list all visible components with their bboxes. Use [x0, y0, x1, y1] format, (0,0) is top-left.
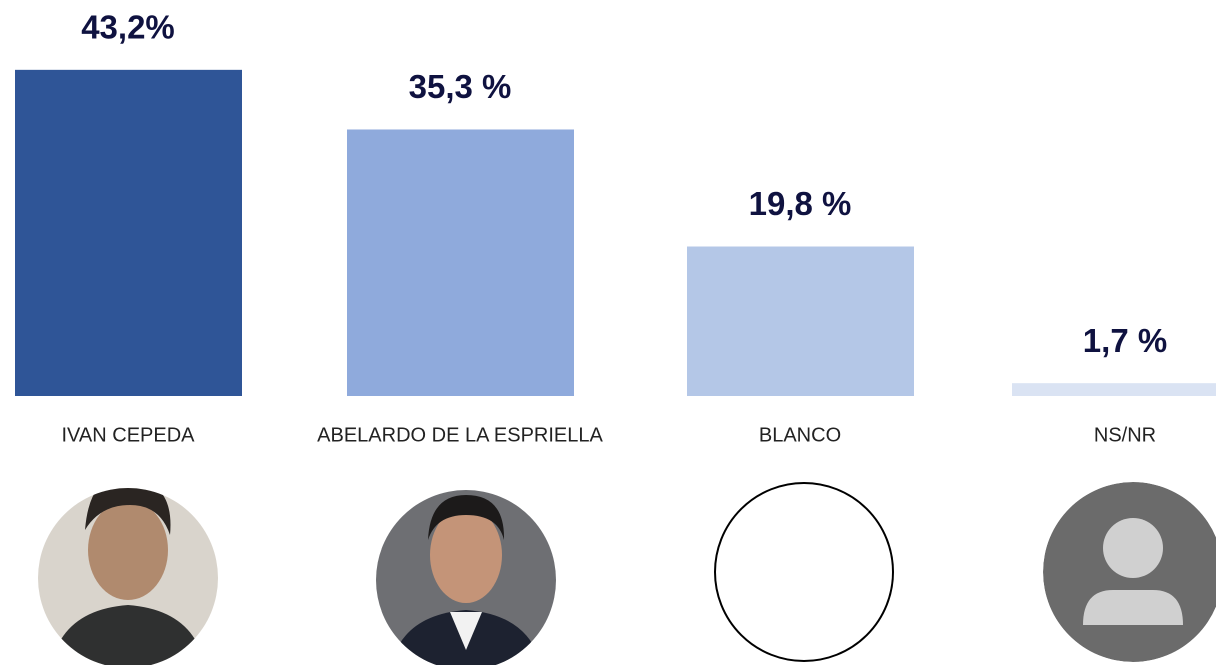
photo: [38, 488, 218, 665]
value-label: 1,7 %: [1083, 322, 1167, 359]
category-label: IVAN CEPEDA: [62, 424, 196, 446]
value-label: 35,3 %: [409, 68, 512, 105]
category-label: ABELARDO DE LA ESPRIELLA: [317, 424, 603, 446]
avatar: [1043, 482, 1216, 662]
bar: [1012, 383, 1216, 396]
category-label: BLANCO: [759, 424, 841, 446]
bar: [15, 69, 242, 396]
photo: [376, 490, 556, 665]
value-label: 43,2%: [81, 9, 175, 46]
value-label: 19,8 %: [749, 185, 852, 222]
bar: [347, 129, 574, 397]
category-label: NS/NR: [1094, 424, 1156, 446]
bar: [687, 246, 914, 396]
blank-circle: [714, 482, 894, 662]
